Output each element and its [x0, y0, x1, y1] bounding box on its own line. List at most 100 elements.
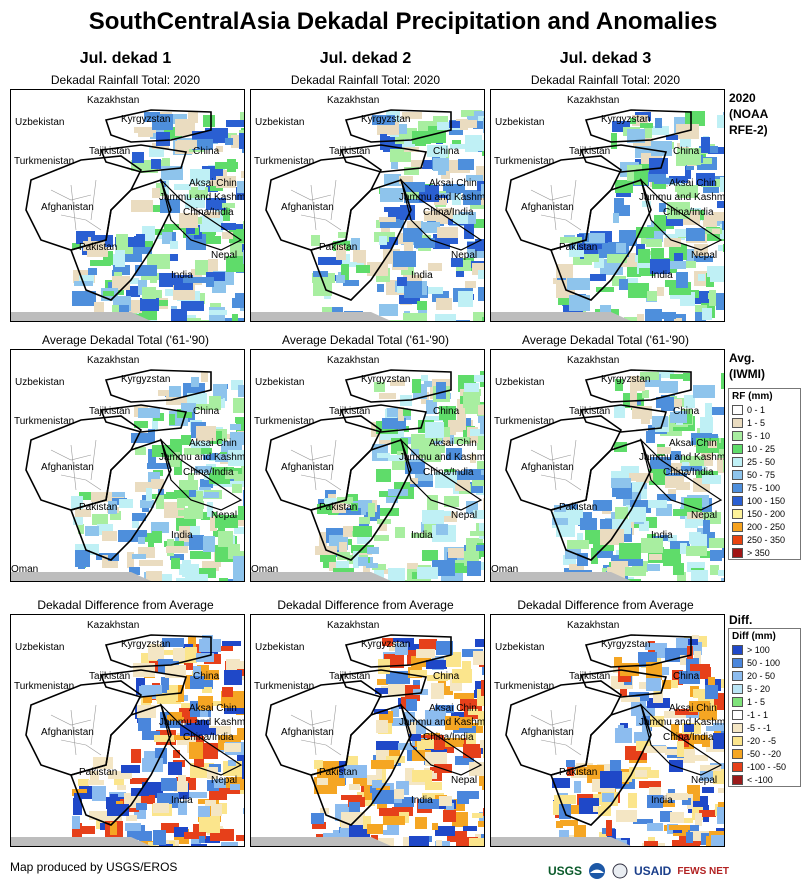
legend-item: 5 - 20: [729, 682, 800, 695]
legend-label: -20 - -5: [747, 735, 777, 746]
legend-item: 1 - 5: [729, 416, 800, 429]
precipitation-map: Kazakhstan Uzbekistan Kyrgyzstan Turkmenist…: [490, 349, 725, 582]
usgs-logo: USGS: [548, 864, 583, 878]
map-label: Aksai Chin: [429, 703, 477, 714]
map-label: Oman: [491, 564, 519, 575]
legend-label: 20 - 50: [747, 670, 776, 681]
map-label: India: [411, 270, 433, 281]
map-label: Kazakhstan: [87, 355, 140, 366]
map-label: Pakistan: [79, 502, 118, 513]
map-label: Turkmenistan: [254, 156, 315, 167]
map-subtitle: Dekadal Rainfall Total: 2020: [50, 73, 201, 87]
map-label: Tajikistan: [89, 671, 131, 682]
legend-item: 20 - 50: [729, 669, 800, 682]
map-subtitle: Dekadal Difference from Average: [517, 598, 694, 612]
map-label: Uzbekistan: [15, 642, 65, 653]
map-label: Aksai Chin: [429, 438, 477, 449]
side-label-line: RFE-2): [729, 123, 768, 137]
logo-strip: USGS USAID FEWS NET: [548, 856, 729, 886]
legend-swatch: [732, 722, 743, 733]
legend-item: > 100: [729, 643, 800, 656]
side-label-line: (IWMI): [729, 367, 765, 381]
side-label-line: (NOAA: [729, 107, 769, 121]
usaid-logo: USAID: [634, 864, 672, 878]
map-label: Nepal: [691, 250, 718, 261]
map-label: Kazakhstan: [87, 95, 140, 106]
map-label: Turkmenistan: [494, 416, 555, 427]
credit-text: Map produced by USGS/EROS: [10, 860, 178, 874]
precipitation-map: Kazakhstan Uzbekistan Kyrgyzstan Turkmenist…: [250, 349, 485, 582]
map-label: China/India: [663, 732, 714, 743]
map-label: Kazakhstan: [567, 620, 620, 631]
legend-item: -100 - -50: [729, 760, 800, 773]
map-raster: [251, 369, 484, 581]
legend-label: 25 - 50: [747, 456, 776, 467]
legend-swatch: [732, 495, 743, 506]
map-label: Tajikistan: [569, 406, 611, 417]
legend-item: 1 - 5: [729, 695, 800, 708]
legend-swatch: [732, 534, 743, 545]
map-label: Uzbekistan: [255, 117, 305, 128]
rainfall-legend: RF (mm) 0 - 1 1 - 5 5 - 10 10 - 25 25 - 50 50…: [728, 388, 801, 560]
precipitation-map: Kazakhstan Uzbekistan Kyrgyzstan Turkmenist…: [10, 614, 245, 847]
map-label: Jammu and Kashmir: [399, 717, 485, 728]
precipitation-map: Kazakhstan Uzbekistan Kyrgyzstan Turkmenist…: [10, 349, 245, 582]
noaa-logo-icon: [589, 863, 606, 879]
map-raster: [491, 369, 724, 581]
map-label: Aksai Chin: [429, 178, 477, 189]
legend-swatch: [732, 696, 743, 707]
map-raster: [11, 369, 244, 581]
legend-swatch: [732, 709, 743, 720]
map-raster: [491, 109, 724, 321]
map-label: China: [433, 671, 460, 682]
legend-label: 5 - 10: [747, 430, 771, 441]
legend-swatch: [732, 761, 743, 772]
map-label: Kyrgyzstan: [361, 114, 411, 125]
map-raster: [11, 634, 244, 846]
legend-item: 10 - 25: [729, 442, 800, 455]
legend-label: 1 - 5: [747, 417, 766, 428]
legend-swatch: [732, 521, 743, 532]
map-label: Uzbekistan: [495, 117, 545, 128]
map-label: India: [651, 795, 673, 806]
legend-item: > 350: [729, 546, 800, 559]
map-label: Jammu and Kashmir: [399, 192, 485, 203]
legend-swatch: [732, 644, 743, 655]
map-label: Aksai Chin: [669, 438, 717, 449]
legend-item: 200 - 250: [729, 520, 800, 533]
map-label: Uzbekistan: [255, 377, 305, 388]
legend-swatch: [732, 508, 743, 519]
row-label-diff: Diff.: [729, 612, 752, 628]
fews-net-logo: FEWS NET: [677, 865, 730, 877]
map-label: China/India: [423, 207, 474, 218]
map-label: Afghanistan: [41, 202, 94, 213]
legend-item: -20 - -5: [729, 734, 800, 747]
map-label: Kazakhstan: [567, 355, 620, 366]
map-label: Tajikistan: [329, 671, 371, 682]
map-label: China: [193, 146, 220, 157]
map-label: Afghanistan: [41, 727, 94, 738]
map-label: Tajikistan: [89, 146, 131, 157]
legend-label: 0 - 1: [747, 404, 766, 415]
map-subtitle: Dekadal Rainfall Total: 2020: [530, 73, 681, 87]
legend-label: < -100: [747, 774, 773, 785]
map-label: Nepal: [211, 510, 238, 521]
legend-swatch: [732, 404, 743, 415]
map-subtitle: Dekadal Difference from Average: [277, 598, 454, 612]
map-label: India: [411, 530, 433, 541]
legend-item: -1 - 1: [729, 708, 800, 721]
column-heading-dekad-1: Jul. dekad 1: [79, 50, 172, 67]
map-raster: [491, 634, 724, 846]
legend-item: 50 - 75: [729, 468, 800, 481]
map-label: Kazakhstan: [87, 620, 140, 631]
row-label-2020: 2020 (NOAA RFE-2): [729, 90, 768, 138]
legend-swatch: [732, 443, 743, 454]
map-label: Oman: [251, 564, 279, 575]
map-label: Jammu and Kashmir: [639, 717, 725, 728]
map-label: China: [673, 671, 700, 682]
map-label: India: [651, 530, 673, 541]
map-label: Aksai Chin: [189, 438, 237, 449]
map-label: Aksai Chin: [669, 178, 717, 189]
legend-item: 5 - 10: [729, 429, 800, 442]
legend-swatch: [732, 430, 743, 441]
